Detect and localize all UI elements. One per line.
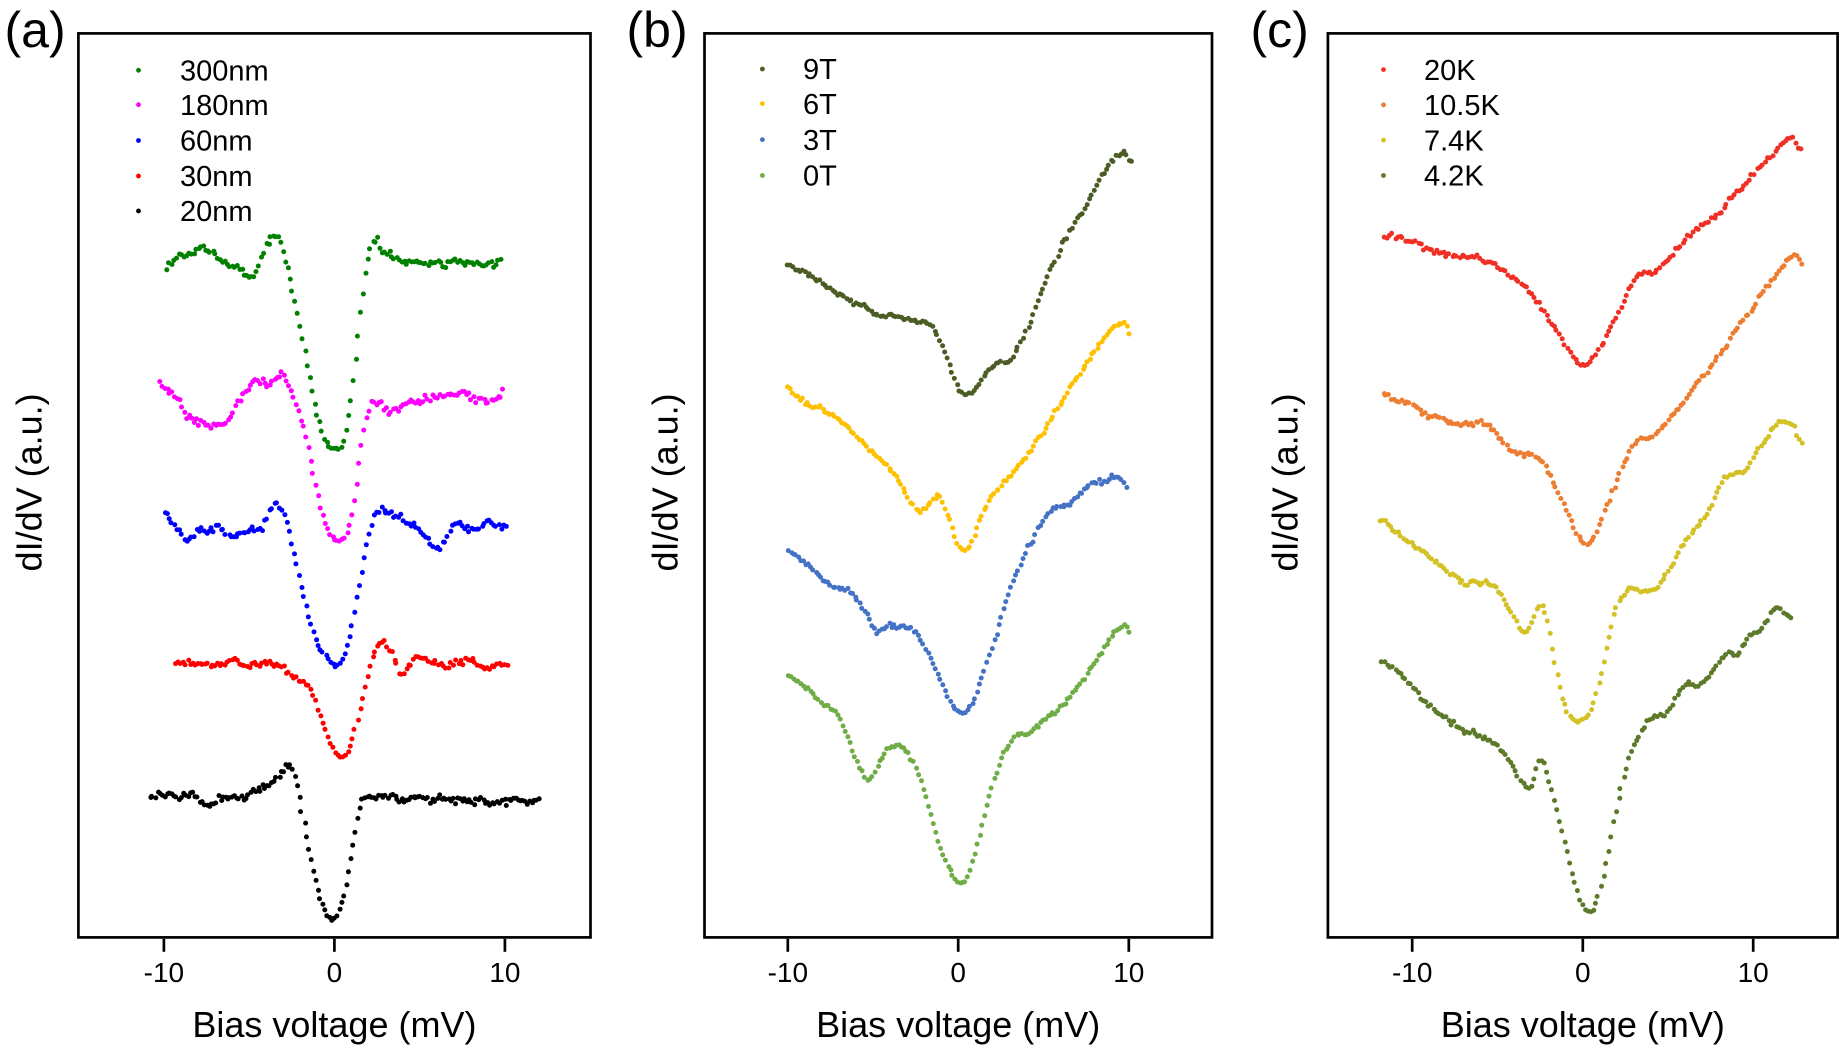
svg-text:-10: -10	[1392, 957, 1432, 988]
svg-text:3T: 3T	[803, 125, 837, 157]
svg-text:-10: -10	[144, 957, 184, 988]
svg-text:7.4K: 7.4K	[1424, 125, 1484, 157]
svg-text:30nm: 30nm	[180, 161, 253, 193]
svg-text:10: 10	[1113, 957, 1144, 988]
svg-text:Bias voltage (mV): Bias voltage (mV)	[1441, 1004, 1725, 1045]
svg-text:-10: -10	[768, 957, 808, 988]
svg-text:0: 0	[950, 957, 966, 988]
svg-text:0: 0	[327, 957, 343, 988]
svg-text:dI/dV (a.u.): dI/dV (a.u.)	[9, 393, 50, 571]
svg-text:20nm: 20nm	[180, 196, 253, 228]
svg-text:9T: 9T	[803, 54, 837, 86]
svg-text:300nm: 300nm	[180, 56, 269, 88]
svg-text:6T: 6T	[803, 89, 837, 121]
svg-text:10.5K: 10.5K	[1424, 90, 1500, 122]
svg-text:4.2K: 4.2K	[1424, 161, 1484, 193]
svg-text:(c): (c)	[1251, 2, 1309, 58]
svg-text:Bias voltage (mV): Bias voltage (mV)	[192, 1004, 476, 1045]
svg-text:(a): (a)	[5, 2, 66, 58]
svg-text:60nm: 60nm	[180, 126, 253, 158]
svg-text:0: 0	[1575, 957, 1591, 988]
svg-text:10: 10	[489, 957, 520, 988]
svg-text:dI/dV (a.u.): dI/dV (a.u.)	[645, 393, 686, 571]
svg-text:10: 10	[1738, 957, 1769, 988]
svg-text:180nm: 180nm	[180, 90, 269, 122]
svg-text:(b): (b)	[627, 2, 688, 58]
svg-text:20K: 20K	[1424, 55, 1476, 87]
svg-text:Bias voltage (mV): Bias voltage (mV)	[816, 1004, 1100, 1045]
svg-text:dI/dV (a.u.): dI/dV (a.u.)	[1265, 393, 1306, 571]
svg-text:0T: 0T	[803, 161, 837, 193]
